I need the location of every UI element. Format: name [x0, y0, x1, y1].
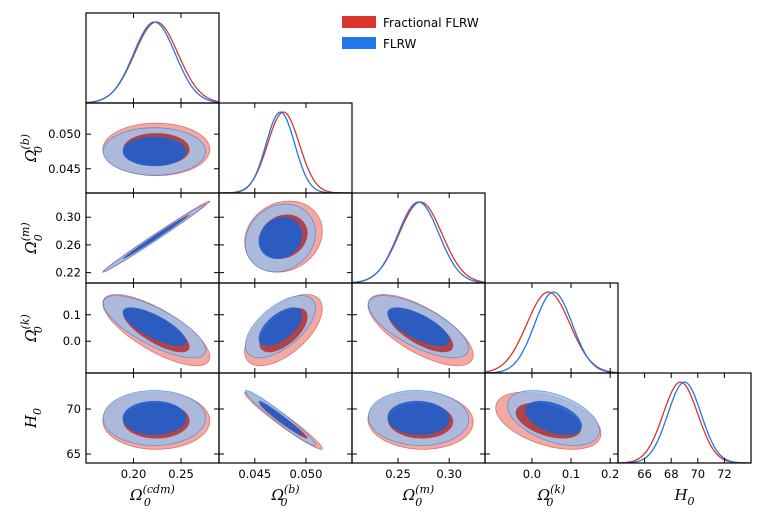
panel-k-cdm: 0.0 0.1	[63, 282, 220, 374]
y-tick-label: 0.1	[63, 308, 81, 322]
legend: Fractional FLRW FLRW	[342, 16, 479, 51]
panel-k-k	[484, 282, 619, 374]
x-tick-label: 68	[664, 467, 679, 481]
y-axis-label-H0: H0	[22, 408, 44, 429]
panel-content	[86, 21, 219, 103]
contour-68-flrw	[524, 400, 582, 436]
panel-frame	[85, 12, 220, 104]
x-tick-label: 70	[690, 467, 705, 481]
panels-layer: 0.045 0.050 0.22 0.26 0.30 0.0 0.1 0.20 0.25 65 70…	[19, 12, 752, 509]
x-tick-label: 0.25	[385, 467, 411, 481]
x-axis-label-b: Ω(b) 0	[270, 483, 299, 509]
x-axis-label-cdm: Ω(cdm) 0	[129, 483, 175, 509]
panel-frame	[351, 192, 486, 284]
panel-k-m	[351, 282, 486, 374]
x-tick-label: 0.050	[289, 467, 322, 481]
contour-68-flrw	[258, 400, 303, 436]
marginal-curve-fractional-flrw	[352, 201, 485, 283]
panel-content	[102, 200, 211, 273]
x-tick-label: 0.1	[562, 467, 580, 481]
y-tick-label: 0.26	[55, 238, 81, 252]
panel-frame	[617, 372, 752, 464]
x-axis-label-k: Ω(k) 0	[537, 483, 566, 509]
legend-label-fractional-flrw: Fractional FLRW	[383, 16, 479, 30]
panel-content	[102, 389, 211, 450]
marginal-curve-flrw	[352, 201, 485, 283]
panel-content	[618, 381, 751, 463]
marginal-curve-fractional-flrw	[219, 111, 352, 193]
panel-content	[244, 389, 323, 450]
panel-content	[244, 200, 323, 273]
panel-cdm-cdm	[85, 12, 220, 104]
panel-b-cdm: 0.045 0.050	[48, 102, 220, 194]
panel-content	[367, 389, 474, 450]
y-tick-label: 0.30	[55, 210, 81, 224]
panel-content	[102, 294, 211, 367]
panel-content	[495, 390, 602, 450]
panel-m-b	[218, 192, 353, 284]
x-tick-label: 0.30	[436, 467, 462, 481]
legend-swatch-fractional-flrw	[342, 16, 376, 28]
marginal-curve-fractional-flrw	[618, 381, 751, 463]
marginal-curve-fractional-flrw	[485, 291, 618, 373]
panel-content	[219, 111, 352, 193]
panel-H0-cdm: 0.20 0.25 65 70	[66, 372, 220, 481]
marginal-curve-flrw	[618, 381, 751, 463]
contour-68-flrw	[258, 217, 303, 259]
x-tick-label: 66	[637, 467, 652, 481]
y-axis-label-m: Ω(m)0	[19, 222, 45, 254]
panel-m-m	[351, 192, 486, 284]
x-axis-label-m: Ω(m) 0	[402, 483, 434, 509]
y-tick-label: 65	[66, 447, 81, 461]
panel-m-cdm: 0.22 0.26 0.30	[55, 192, 220, 284]
panel-H0-k: 0.0 0.1 0.2	[484, 372, 619, 481]
x-tick-label: 0.2	[601, 467, 619, 481]
marginal-curve-flrw	[485, 291, 618, 373]
legend-label-flrw: FLRW	[383, 37, 416, 51]
x-tick-label: 0.045	[238, 467, 271, 481]
x-tick-label: 72	[717, 467, 732, 481]
panel-content	[367, 293, 474, 367]
marginal-curve-fractional-flrw	[86, 21, 219, 103]
y-tick-label: 70	[66, 402, 81, 416]
contour-68-flrw	[387, 400, 450, 436]
y-tick-label: 0.045	[48, 162, 81, 176]
y-tick-label: 0.22	[55, 266, 81, 280]
panel-b-b	[218, 102, 353, 194]
panel-H0-m: 0.25 0.30	[351, 372, 486, 481]
panel-frame	[484, 282, 619, 374]
panel-k-b	[218, 282, 353, 374]
contour-68-flrw	[122, 307, 187, 346]
panel-content	[485, 291, 618, 373]
y-axis-label-b: Ω(b)0	[19, 134, 45, 163]
contour-68-flrw	[258, 307, 303, 346]
marginal-curve-flrw	[219, 111, 352, 193]
y-axis-label-k: Ω(k)0	[19, 314, 45, 343]
panel-H0-b: 0.045 0.050	[218, 372, 353, 481]
contour-68-flrw	[122, 136, 187, 167]
x-tick-label: 0.20	[121, 467, 147, 481]
panel-H0-H0: 66 68 70 72	[617, 372, 752, 481]
x-tick-label: 0.25	[168, 467, 194, 481]
x-axis-label-H0: H0	[673, 486, 694, 508]
panel-content	[352, 201, 485, 283]
y-tick-label: 0.0	[63, 334, 81, 348]
x-tick-label: 0.0	[523, 467, 541, 481]
marginal-curve-flrw	[86, 21, 219, 103]
contour-68-flrw	[387, 307, 450, 346]
contour-68-flrw	[122, 400, 187, 436]
panel-content	[244, 294, 323, 367]
contour-68-flrw	[122, 217, 187, 259]
y-tick-label: 0.050	[48, 127, 81, 141]
panel-content	[102, 122, 211, 177]
legend-swatch-flrw	[342, 37, 376, 49]
